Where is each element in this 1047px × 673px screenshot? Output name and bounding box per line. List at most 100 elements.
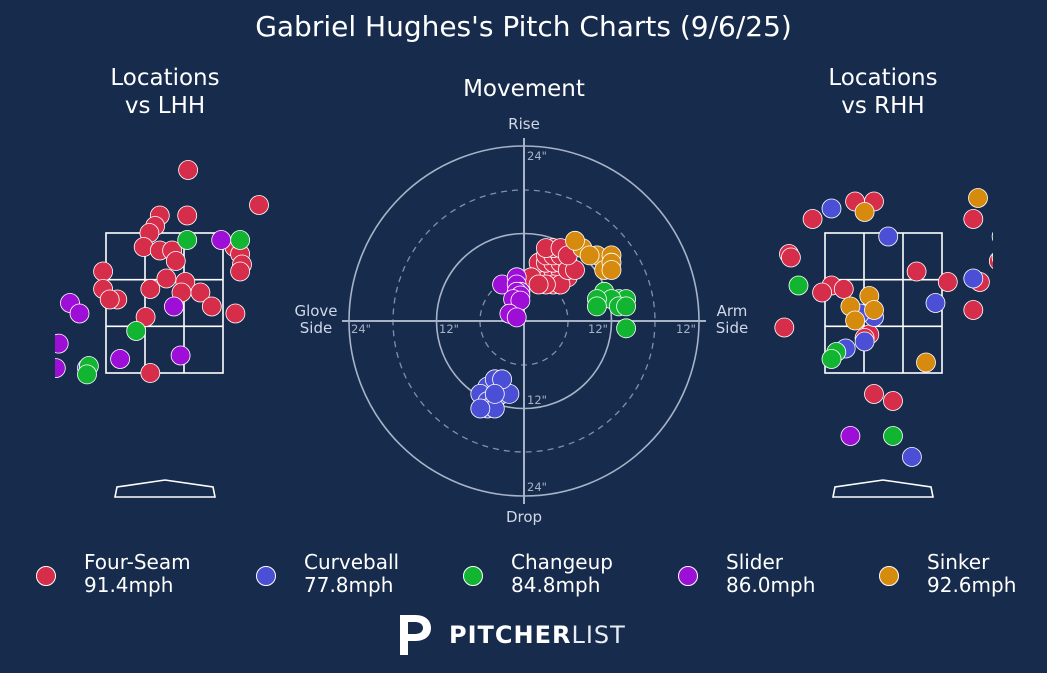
lhh-point-four-seam <box>178 160 199 180</box>
lhh-point-four-seam <box>140 279 161 299</box>
rhh-point-curveball <box>902 447 922 467</box>
pitcherlist-logo-icon <box>400 615 431 655</box>
legend-pitch-name: Curveball <box>304 550 400 574</box>
brand-light: LIST <box>571 621 626 649</box>
ring-label-bottom-24: 24" <box>527 480 547 494</box>
legend: Four-Seam 91.4mph Curveball 77.8mph Change… <box>0 550 1047 600</box>
rhh-point-changeup <box>991 231 993 242</box>
rhh-point-sinker <box>845 310 865 331</box>
movement-point-four-seam <box>528 274 549 295</box>
movement-point-changeup <box>616 296 636 317</box>
axis-label-arm-side: Arm Side <box>715 302 749 337</box>
rhh-point-changeup <box>788 275 809 296</box>
legend-pitch-velo: 92.6mph <box>927 573 1017 597</box>
rhh-point-four-seam <box>774 317 795 338</box>
rhh-point-four-seam <box>1011 238 1030 257</box>
lhh-points <box>55 160 269 385</box>
lhh-point-slider <box>170 345 191 366</box>
rhh-point-sinker <box>968 188 988 208</box>
lhh-point-changeup <box>126 321 147 341</box>
legend-pitch-velo: 91.4mph <box>84 573 174 597</box>
lhh-point-four-seam <box>230 261 251 282</box>
rhh-subtitle: Locations vs RHH <box>828 65 938 119</box>
rhh-point-curveball <box>822 521 841 540</box>
ring-label-right-24: 12" <box>676 322 696 336</box>
movement-point-sinker <box>565 230 585 251</box>
rhh-home-plate <box>832 479 934 498</box>
rhh-point-changeup <box>883 426 903 446</box>
lhh-point-changeup <box>77 364 97 385</box>
ring-label-top-24: 24" <box>527 149 547 163</box>
rhh-point-four-seam <box>737 399 756 418</box>
rhh-point-sinker <box>991 252 993 263</box>
movement-point-curveball <box>470 398 491 419</box>
ring-label-bottom-12: 12" <box>527 393 547 407</box>
rhh-point-four-seam <box>864 384 884 404</box>
legend-pitch-name: Four-Seam <box>84 550 191 574</box>
lhh-point-slider <box>55 333 69 354</box>
rhh-point-curveball <box>699 476 718 495</box>
lhh-point-changeup <box>230 230 251 250</box>
legend-dot <box>678 566 698 586</box>
movement-point-sinker <box>579 245 600 266</box>
rhh-point-four-seam <box>802 209 823 229</box>
lhh-point-four-seam <box>99 289 120 310</box>
lhh-point-slider <box>211 230 232 250</box>
brand-bold: PITCHER <box>449 621 572 649</box>
lhh-point-four-seam <box>165 251 186 271</box>
ring-label-left-12: 12" <box>439 322 459 336</box>
legend-pitch-name: Changeup <box>511 550 613 574</box>
lhh-point-slider <box>110 349 130 369</box>
lhh-point-four-seam <box>93 261 113 282</box>
lhh-point-slider <box>163 296 184 317</box>
legend-dot <box>36 566 56 586</box>
ring-label-left-24: 24" <box>351 322 371 336</box>
legend-dot <box>463 566 483 586</box>
axis-label-glove-side: Glove Side <box>294 302 338 337</box>
movement-point-curveball <box>484 383 505 404</box>
lhh-point-four-seam <box>190 282 211 303</box>
rhh-point-four-seam <box>963 209 984 229</box>
movement-points <box>470 230 636 419</box>
lhh-point-four-seam <box>225 303 246 324</box>
movement-grid <box>342 138 706 504</box>
lhh-point-four-seam <box>133 237 154 257</box>
legend-pitch-name: Slider <box>726 550 784 574</box>
rhh-point-curveball <box>821 198 842 219</box>
lhh-point-four-seam <box>201 296 222 317</box>
rhh-point-sinker <box>916 352 936 373</box>
rhh-point-four-seam <box>883 391 903 411</box>
rhh-point-curveball <box>854 331 875 352</box>
rhh-point-curveball <box>963 268 984 289</box>
lhh-point-four-seam <box>156 268 177 289</box>
legend-pitch-velo: 86.0mph <box>726 573 816 597</box>
pitch-points <box>55 160 1030 540</box>
rhh-point-curveball <box>925 293 946 313</box>
legend-pitch-name: Sinker <box>927 550 990 574</box>
rhh-points <box>699 188 1030 540</box>
movement-point-changeup <box>587 296 607 317</box>
lhh-point-changeup <box>177 230 198 250</box>
rhh-point-four-seam <box>997 371 1016 390</box>
legend-dot <box>256 566 276 586</box>
legend-pitch-velo: 77.8mph <box>304 573 394 597</box>
movement-point-changeup <box>616 318 636 339</box>
rhh-point-four-seam <box>963 300 984 320</box>
rhh-point-four-seam <box>1002 273 1021 292</box>
lhh-point-four-seam <box>177 205 198 226</box>
lhh-subtitle: Locations vs LHH <box>110 65 220 119</box>
movement-subtitle: Movement <box>463 76 585 102</box>
lhh-home-plate <box>114 479 216 498</box>
rhh-point-sinker <box>854 202 875 222</box>
lhh-point-four-seam <box>135 307 156 327</box>
chart-title: Gabriel Hughes's Pitch Charts (9/6/25) <box>255 10 792 43</box>
movement-point-slider <box>506 307 527 328</box>
rhh-point-changeup <box>821 349 842 369</box>
pitcherlist-logo: PITCHERLIST <box>395 612 625 658</box>
rhh-point-sinker <box>864 300 884 320</box>
axis-label-rise: Rise <box>508 115 540 133</box>
rhh-point-four-seam <box>833 279 854 299</box>
axis-label-drop: Drop <box>506 508 542 526</box>
rhh-point-four-seam <box>988 252 993 270</box>
